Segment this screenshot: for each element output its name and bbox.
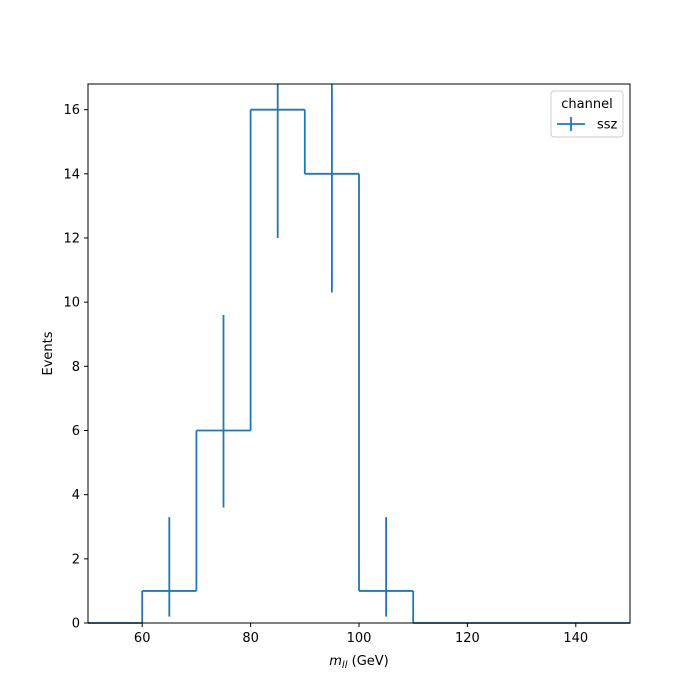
x-axis-label-main: m [329,654,342,669]
y-tick-label-14: 14 [63,167,80,182]
y-tick-label-6: 6 [72,424,80,439]
x-tick-label-140: 140 [563,631,588,646]
x-axis-label: mll (GeV) [329,654,388,671]
x-axis-ticks: 60 80 100 120 140 [134,623,588,646]
y-axis-label: Events [41,331,56,375]
x-tick-label-100: 100 [347,631,372,646]
y-tick-label-4: 4 [72,488,80,503]
legend-marker [557,117,585,131]
x-axis-label-unit: (GeV) [347,654,388,669]
x-tick-label-80: 80 [242,631,259,646]
x-axis-label-sub: ll [342,660,348,671]
legend-title: channel [561,97,612,112]
y-tick-label-2: 2 [72,552,80,567]
y-tick-label-16: 16 [63,103,80,118]
y-axis-ticks: 0 2 4 6 8 10 12 14 16 [63,103,88,632]
legend: channel ssz [550,90,624,138]
x-tick-label-120: 120 [455,631,480,646]
y-tick-label-12: 12 [63,232,80,247]
legend-entry-ssz: ssz [597,118,618,133]
legend-box [550,90,624,138]
y-tick-label-8: 8 [72,360,80,375]
y-tick-label-0: 0 [72,617,80,632]
y-tick-label-10: 10 [63,296,80,311]
x-tick-label-60: 60 [134,631,151,646]
